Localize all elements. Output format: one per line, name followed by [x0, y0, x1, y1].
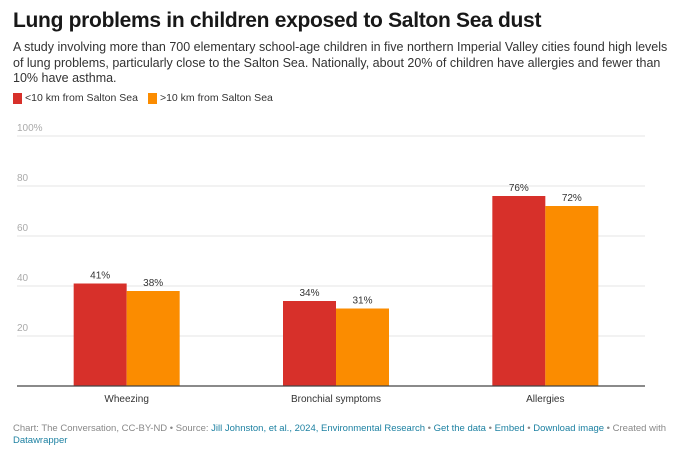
y-tick-label: 20: [17, 323, 29, 334]
data-label: 41%: [90, 271, 110, 282]
y-tick-label: 100%: [17, 123, 43, 134]
embed-link[interactable]: Embed: [494, 423, 525, 434]
separator: •: [604, 423, 613, 434]
legend-item-far: >10 km from Salton Sea: [147, 92, 273, 104]
legend-label-far: >10 km from Salton Sea: [159, 92, 273, 104]
data-label: 72%: [562, 193, 582, 204]
data-label: 38%: [143, 278, 163, 289]
bar-chart: 20 40 60 80 100% 41% 38% Wheezing 34% 31% Bronchia…: [17, 123, 645, 405]
source-label: Source:: [175, 423, 212, 434]
bar: [73, 283, 127, 386]
bar: [283, 301, 336, 386]
legend: <10 km from Salton Sea >10 km from Salto…: [13, 92, 283, 104]
legend-label-near: <10 km from Salton Sea: [25, 92, 138, 104]
data-label: 76%: [509, 183, 529, 194]
footer: Chart: The Conversation, CC-BY-ND • Sour…: [13, 423, 673, 447]
data-label: 31%: [352, 296, 372, 307]
chart-description: A study involving more than 700 elementa…: [13, 40, 668, 85]
separator: •: [524, 423, 534, 434]
bar: [545, 206, 599, 386]
created-with-label: Created with: [612, 423, 666, 434]
legend-swatch-far: [147, 92, 157, 104]
get-data-link[interactable]: Get the data: [433, 423, 486, 434]
x-tick-label: Wheezing: [104, 394, 148, 405]
separator: •: [425, 423, 434, 434]
separator: •: [485, 423, 495, 434]
chart-title: Lung problems in children exposed to Sal…: [13, 9, 542, 32]
bar: [492, 196, 546, 386]
y-tick-label: 80: [17, 173, 29, 184]
bar: [126, 291, 180, 386]
source-link[interactable]: Jill Johnston, et al., 2024, Environment…: [211, 423, 426, 434]
download-image-link[interactable]: Download image: [533, 423, 605, 434]
bar: [336, 308, 389, 386]
data-label: 34%: [299, 288, 319, 299]
y-tick-label: 60: [17, 223, 29, 234]
legend-swatch-near: [13, 92, 22, 104]
datawrapper-link[interactable]: Datawrapper: [13, 435, 68, 446]
legend-item-near: <10 km from Salton Sea: [13, 92, 138, 104]
y-tick-label: 40: [17, 273, 29, 284]
x-tick-label: Allergies: [526, 394, 564, 405]
x-tick-label: Bronchial symptoms: [291, 394, 381, 405]
chart-credit: Chart: The Conversation, CC-BY-ND: [13, 423, 168, 434]
separator: •: [167, 423, 176, 434]
